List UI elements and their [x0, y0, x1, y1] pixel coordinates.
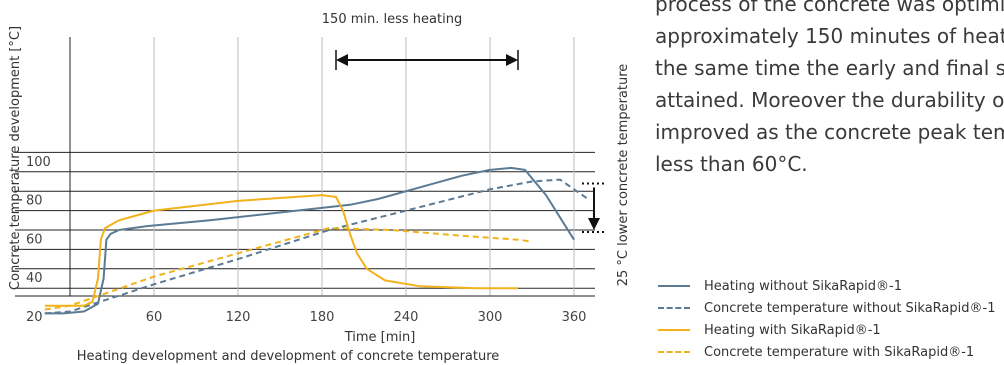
legend: Heating without SikaRapid®-1 Concrete te…: [658, 275, 995, 363]
legend-item: Concrete temperature with SikaRapid®-1: [658, 341, 995, 363]
grid: [15, 37, 595, 297]
legend-swatch-solid-blue: [658, 285, 690, 287]
legend-swatch-dashed-blue: [658, 307, 690, 309]
y-tick-label: 60: [26, 232, 43, 247]
y-tick-label: 100: [26, 155, 51, 170]
legend-label: Concrete temperature without SikaRapid®-…: [704, 300, 996, 316]
legend-item: Concrete temperature without SikaRapid®-…: [658, 297, 995, 319]
paragraph-line: the same time the early and final st: [655, 56, 1004, 80]
legend-swatch-solid-orange: [658, 329, 690, 331]
arrow-head-icon: [588, 217, 600, 230]
paragraph-line: attained. Moreover the durability o: [655, 88, 1004, 112]
paragraph-line: approximately 150 minutes of heat: [655, 24, 1004, 48]
vertical-annotation-label: 25 °C lower concrete temperature: [616, 64, 631, 287]
x-tick-label: 360: [562, 310, 587, 325]
legend-label: Heating with SikaRapid®-1: [704, 322, 881, 338]
series-line: [44, 166, 575, 315]
legend-item: Heating without SikaRapid®-1: [658, 275, 995, 297]
arrow-head-icon: [506, 54, 518, 66]
span-annotation-label: 150 min. less heating: [322, 12, 462, 27]
x-tick-label: 300: [478, 310, 503, 325]
tick-labels: 60 120 180 240 300 360 20 40 60 80 100: [26, 155, 586, 325]
legend-item: Heating with SikaRapid®-1: [658, 319, 995, 341]
legend-swatch-dashed-orange: [658, 351, 690, 353]
paragraph-line: process of the concrete was optimi: [655, 0, 1004, 16]
y-axis-label: Concrete temperature development [°C]: [8, 26, 23, 290]
legend-label: Heating without SikaRapid®-1: [704, 278, 902, 294]
chart-caption: Heating development and development of c…: [77, 349, 500, 364]
y-tick-label: 80: [26, 194, 43, 209]
description-paragraph: process of the concrete was optimi appro…: [655, 0, 1004, 180]
y-tick-label: 40: [26, 271, 43, 286]
x-tick-label: 120: [226, 310, 251, 325]
legend-label: Concrete temperature with SikaRapid®-1: [704, 344, 975, 360]
x-tick-label: 60: [146, 310, 163, 325]
x-tick-label: 240: [394, 310, 419, 325]
series-line: [44, 194, 518, 307]
annotations: 150 min. less heating 25 °C lower concre…: [322, 12, 631, 286]
arrow-head-icon: [336, 54, 348, 66]
x-axis-label: Time [min]: [344, 330, 416, 345]
series-lines: [44, 166, 589, 315]
x-tick-label: 180: [310, 310, 335, 325]
paragraph-line: less than 60°C.: [655, 152, 808, 176]
series-line: [44, 178, 589, 315]
series-line: [44, 227, 533, 311]
y-tick-label: 20: [26, 310, 43, 325]
paragraph-line: improved as the concrete peak tem: [655, 120, 1004, 144]
